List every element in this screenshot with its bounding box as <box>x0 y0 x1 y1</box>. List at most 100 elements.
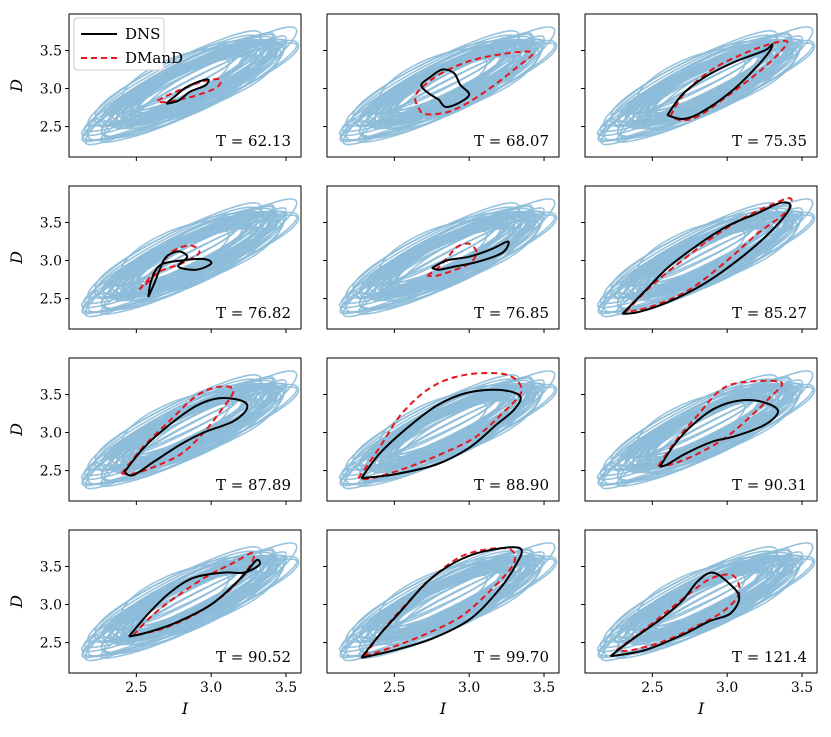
attractor-loop-46 <box>616 26 814 138</box>
attractor-loop-44 <box>615 39 816 143</box>
panel-frame <box>326 13 560 158</box>
x-tick-label: 2.5 <box>641 680 663 696</box>
panel-4: 2.5 3.0 3.5 D T = 76.82 <box>7 185 302 333</box>
dns-series-line <box>658 399 780 468</box>
attractor-loop-44 <box>615 555 816 659</box>
attractor-loop-44 <box>357 39 558 143</box>
panel-plot-area <box>338 26 558 146</box>
x-axis-label: I <box>697 699 705 718</box>
dmand-series-line <box>120 385 235 476</box>
panel-plot-area <box>596 26 816 146</box>
dns-series-line <box>420 68 471 108</box>
x-tick-label: 3.0 <box>458 680 480 696</box>
attractor-loop-45 <box>395 224 520 291</box>
attractor-loop-45 <box>653 52 778 119</box>
y-tick-label: 3.5 <box>40 44 62 60</box>
y-tick-label: 2.5 <box>40 464 62 480</box>
dns-series-line <box>666 43 774 121</box>
panel-5: T = 76.85 <box>323 185 560 333</box>
period-label: T = 76.85 <box>474 304 549 322</box>
period-label-background <box>205 300 297 324</box>
period-label-background <box>721 644 813 668</box>
legend-label-dns: DNS <box>125 25 160 43</box>
y-tick-label: 3.5 <box>40 216 62 232</box>
y-tick-label: 3.0 <box>40 254 62 270</box>
panel-frame <box>584 185 818 330</box>
period-label-background <box>205 644 297 668</box>
period-label-background <box>721 300 813 324</box>
y-axis-label: D <box>7 423 26 437</box>
legend-label-dmand: DManD <box>125 49 183 67</box>
attractor-loop-45 <box>137 52 262 119</box>
period-label-background <box>205 128 297 152</box>
dns-series-line <box>360 388 522 480</box>
period-label: T = 121.4 <box>732 648 807 666</box>
panel-plot-area <box>80 198 300 318</box>
panel-frame <box>68 13 302 158</box>
y-tick-label: 3.5 <box>40 388 62 404</box>
x-tick-label: 3.0 <box>200 680 222 696</box>
period-label-background <box>463 128 555 152</box>
period-label: T = 85.27 <box>732 304 807 322</box>
dns-series-line <box>123 397 249 477</box>
panel-plot-area <box>596 197 816 318</box>
dns-series-line <box>360 546 523 659</box>
attractor-loop-46 <box>100 198 298 310</box>
period-label: T = 75.35 <box>732 132 807 150</box>
dns-series-line <box>431 240 510 271</box>
attractor-loop-44 <box>357 383 558 487</box>
dns-series-line <box>609 571 741 658</box>
attractor-loop-44 <box>99 39 300 143</box>
panel-9: T = 90.31 <box>581 357 818 505</box>
dmand-series-line <box>156 78 223 104</box>
period-label: T = 87.89 <box>216 476 291 494</box>
attractor-loop-41 <box>624 41 783 128</box>
panel-1: 2.5 3.0 3.5 D T = 62.13 DNS DManD <box>7 13 302 161</box>
panel-3: T = 75.35 <box>581 13 818 161</box>
attractor-loop-41 <box>108 41 267 128</box>
attractor-loop-41 <box>366 213 525 300</box>
attractor-loop-41 <box>366 557 525 644</box>
period-label: T = 76.82 <box>216 304 291 322</box>
dmand-series-line <box>363 546 517 658</box>
x-tick-label: 3.5 <box>275 680 297 696</box>
dns-series-line <box>621 201 792 315</box>
panel-10: 2.5 3.0 3.5 2.5 3.0 3.5 D I T = 90.52 <box>7 529 302 718</box>
panel-7: 2.5 3.0 3.5 D T = 87.89 <box>7 357 302 505</box>
period-label-background <box>721 472 813 496</box>
panel-frame <box>68 357 302 502</box>
attractor-loop-46 <box>358 26 556 138</box>
panel-frame <box>584 529 818 674</box>
panel-frame <box>326 529 560 674</box>
panel-plot-area <box>596 370 816 490</box>
attractor-loop-45 <box>395 52 520 119</box>
x-axis-label: I <box>439 699 447 718</box>
panel-11: 2.5 3.0 3.5 I T = 99.70 <box>323 529 560 718</box>
period-label: T = 62.13 <box>216 132 291 150</box>
dns-series-line <box>147 250 213 298</box>
panel-plot-area <box>80 26 300 146</box>
panel-frame <box>326 357 560 502</box>
attractor-loop-45 <box>137 224 262 291</box>
period-label-background <box>463 300 555 324</box>
panel-plot-area <box>338 198 558 318</box>
attractor-loop-44 <box>357 555 558 659</box>
attractor-loop-46 <box>358 198 556 310</box>
x-tick-label: 3.5 <box>533 680 555 696</box>
y-axis-label: D <box>7 79 26 93</box>
attractor-loop-41 <box>108 557 267 644</box>
dns-series-line <box>128 558 261 638</box>
dmand-series-line <box>657 379 784 467</box>
attractor-loop-46 <box>100 370 298 482</box>
period-label-background <box>205 472 297 496</box>
panel-2: T = 68.07 <box>323 13 560 161</box>
panel-frame <box>326 185 560 330</box>
attractor-loop-44 <box>615 211 816 315</box>
dmand-series-line <box>132 551 256 636</box>
period-label-background <box>463 644 555 668</box>
x-tick-label: 2.5 <box>383 680 405 696</box>
dmand-series-line <box>615 573 741 652</box>
panel-8: T = 88.90 <box>323 357 560 505</box>
panel-frame <box>68 529 302 674</box>
